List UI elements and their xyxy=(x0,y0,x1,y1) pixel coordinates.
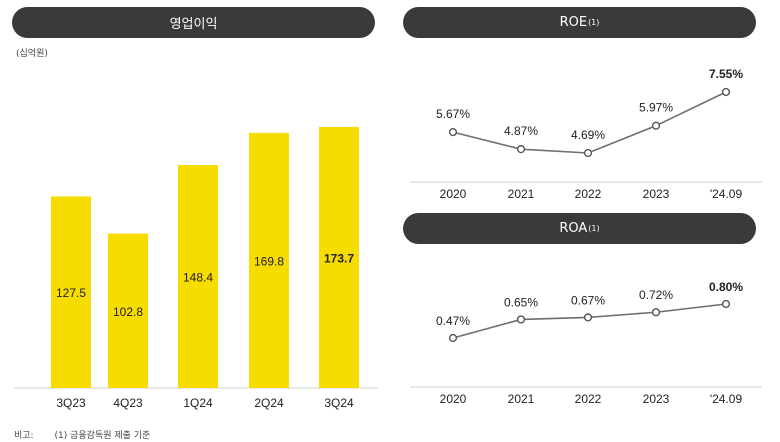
roa-footnote-marker: (1) xyxy=(588,224,600,233)
roa-category-label: 2023 xyxy=(643,392,670,406)
bar-value-label: 127.5 xyxy=(56,286,86,300)
roe-value-label: 5.67% xyxy=(436,107,470,121)
roe-data-point xyxy=(721,87,731,97)
bar-value-label: 169.8 xyxy=(254,254,284,268)
bar xyxy=(108,233,148,388)
roa-value-label: 0.65% xyxy=(504,295,538,309)
footnote: 비고: (1) 금융감독원 제출 기준 xyxy=(14,428,150,441)
roe-category-label: 2021 xyxy=(508,187,535,201)
roa-value-label: 0.72% xyxy=(639,288,673,302)
roa-title: ROA (1) xyxy=(403,213,756,244)
footnote-text: (1) 금융감독원 제출 기준 xyxy=(54,431,151,441)
roa-data-point xyxy=(583,313,593,322)
roa-title-text: ROA xyxy=(559,221,588,236)
roa-data-point xyxy=(721,299,731,309)
bar-value-label: 173.7 xyxy=(324,252,354,266)
unit-label: (십억원) xyxy=(16,49,48,59)
roa-data-point xyxy=(651,308,661,317)
roe-category-label: 2020 xyxy=(440,187,467,201)
roa-category-label: 2020 xyxy=(440,392,467,406)
roe-category-label: '24.09 xyxy=(710,187,743,201)
bar-category-label: 4Q23 xyxy=(113,396,143,410)
roe-value-label: 4.87% xyxy=(504,124,538,138)
bar-value-label: 148.4 xyxy=(183,271,213,285)
bar xyxy=(51,196,91,388)
roa-line-chart: 0.47% 2020 0.65% 2021 0.67% 2022 0.72% 2023 0.80… xyxy=(410,280,762,406)
roe-title-text: ROE xyxy=(559,15,588,30)
bar-value-label: 102.8 xyxy=(113,305,143,319)
roe-series-line xyxy=(452,91,727,154)
roa-value-label: 0.47% xyxy=(436,314,470,328)
roa-category-label: '24.09 xyxy=(710,392,743,406)
bar-category-label: 3Q23 xyxy=(56,396,86,410)
roa-data-point xyxy=(448,333,458,343)
roe-footnote-marker: (1) xyxy=(588,18,600,27)
roe-category-label: 2022 xyxy=(575,187,602,201)
operating-profit-bar-chart: 127.5 3Q23 102.8 4Q23 148.4 1Q24 169.8 2Q24 173.… xyxy=(14,127,378,410)
operating-profit-title-text: 영업이익 xyxy=(169,17,218,32)
roe-value-label: 7.55% xyxy=(709,67,743,81)
roe-line-chart: 5.67% 2020 4.87% 2021 4.69% 2022 5.97% 2023 7.55… xyxy=(410,67,762,201)
roa-data-point xyxy=(516,315,526,324)
roe-value-label: 4.69% xyxy=(571,128,605,142)
roe-title: ROE (1) xyxy=(403,7,756,38)
bar xyxy=(249,132,289,388)
footnote-label: 비고: xyxy=(14,431,34,441)
roa-category-label: 2021 xyxy=(508,392,535,406)
bar-category-label: 3Q24 xyxy=(324,396,354,410)
roa-category-label: 2022 xyxy=(575,392,602,406)
bar-category-label: 2Q24 xyxy=(254,396,284,410)
bar-category-label: 1Q24 xyxy=(183,396,213,410)
operating-profit-title: 영업이익 xyxy=(12,7,375,38)
bar xyxy=(178,165,218,388)
roa-value-label: 0.67% xyxy=(571,293,605,307)
roe-data-point xyxy=(448,127,458,137)
roe-data-point xyxy=(651,121,661,130)
bar xyxy=(319,127,359,388)
roe-category-label: 2023 xyxy=(643,187,670,201)
roe-data-point xyxy=(583,148,593,158)
roa-value-label: 0.80% xyxy=(709,280,743,294)
roe-value-label: 5.97% xyxy=(639,101,673,115)
roe-data-point xyxy=(516,145,526,154)
